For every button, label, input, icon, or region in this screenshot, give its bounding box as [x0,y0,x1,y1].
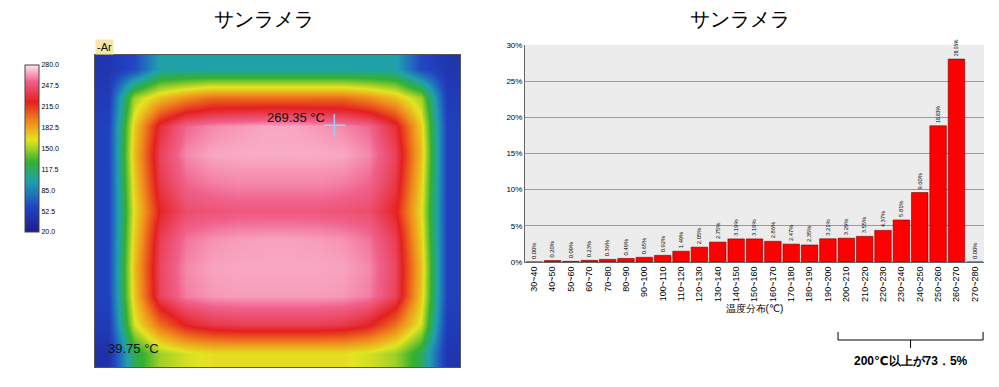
svg-text:40~50: 40~50 [547,267,557,292]
svg-text:20.0: 20.0 [41,228,55,235]
svg-text:サンラメラ: サンラメラ [690,8,790,30]
svg-text:10%: 10% [506,185,522,194]
svg-text:250~260: 250~260 [933,267,943,302]
svg-text:18.83%: 18.83% [936,106,941,123]
svg-text:0.20%: 0.20% [549,241,555,257]
svg-text:-Ar: -Ar [97,41,112,53]
svg-text:52.5: 52.5 [41,208,55,215]
svg-text:39.75 °C: 39.75 °C [108,341,159,356]
svg-text:0.92%: 0.92% [660,236,666,252]
svg-text:270~280: 270~280 [970,267,980,302]
svg-text:80~90: 80~90 [621,267,631,292]
svg-text:20%: 20% [506,113,522,122]
svg-text:90~100: 90~100 [639,267,649,297]
svg-text:215.0: 215.0 [41,103,59,110]
svg-text:4.37%: 4.37% [880,211,886,227]
svg-text:150.0: 150.0 [41,145,59,152]
svg-text:150~160: 150~160 [749,267,759,302]
svg-text:170~180: 170~180 [786,267,796,302]
svg-text:温度分布(℃): 温度分布(℃) [726,303,784,314]
svg-text:0.49%: 0.49% [623,239,629,255]
svg-text:280.0: 280.0 [41,61,59,68]
svg-text:220~230: 220~230 [878,267,888,302]
svg-text:0.23%: 0.23% [586,241,592,257]
svg-text:210~220: 210~220 [860,267,870,302]
svg-text:0.00%: 0.00% [531,242,537,258]
svg-text:247.5: 247.5 [41,82,59,89]
svg-text:160~170: 160~170 [768,267,778,302]
svg-text:60~70: 60~70 [584,267,594,292]
svg-text:3.19%: 3.19% [733,219,739,235]
svg-text:5.81%: 5.81% [898,200,904,216]
svg-text:30~40: 30~40 [529,267,539,292]
svg-text:サンラメラ: サンラメラ [214,8,314,30]
svg-text:3.29%: 3.29% [843,219,849,235]
svg-text:2.86%: 2.86% [770,222,776,238]
svg-text:2.75%: 2.75% [715,223,721,239]
svg-text:2.35%: 2.35% [806,225,812,241]
svg-text:0.00%: 0.00% [972,242,978,258]
svg-text:5%: 5% [511,222,523,231]
svg-text:3.21%: 3.21% [825,219,831,235]
svg-text:269.35 °C: 269.35 °C [267,110,325,125]
svg-text:0.65%: 0.65% [641,238,647,254]
svg-text:15%: 15% [506,149,522,158]
svg-text:180~190: 180~190 [805,267,815,302]
svg-text:0.36%: 0.36% [604,240,610,256]
svg-text:0%: 0% [511,258,523,267]
svg-text:117.5: 117.5 [41,166,58,173]
svg-text:50~60: 50~60 [566,267,576,292]
svg-text:200℃以上が73．5%: 200℃以上が73．5% [854,354,968,368]
svg-text:28.05%: 28.05% [954,39,959,56]
svg-text:70~80: 70~80 [603,267,613,292]
svg-text:100~110: 100~110 [658,267,668,302]
svg-text:140~150: 140~150 [731,267,741,302]
svg-text:85.0: 85.0 [41,187,55,194]
svg-text:120~130: 120~130 [694,267,704,302]
svg-text:190~200: 190~200 [823,267,833,302]
svg-text:3.55%: 3.55% [861,217,867,233]
svg-text:2.05%: 2.05% [696,228,702,244]
svg-text:110~120: 110~120 [676,267,686,302]
svg-text:0.09%: 0.09% [568,242,574,258]
svg-text:130~140: 130~140 [713,267,723,302]
svg-text:30%: 30% [506,41,522,50]
svg-text:1.49%: 1.49% [678,232,684,248]
svg-text:240~250: 240~250 [915,267,925,302]
svg-text:2.47%: 2.47% [788,225,794,241]
svg-text:260~270: 260~270 [951,267,961,302]
svg-text:3.19%: 3.19% [751,219,757,235]
svg-text:25%: 25% [506,77,522,86]
svg-text:230~240: 230~240 [896,267,906,302]
svg-text:182.5: 182.5 [41,124,59,131]
svg-text:9.60%: 9.60% [917,173,923,189]
svg-text:200~210: 200~210 [841,267,851,302]
